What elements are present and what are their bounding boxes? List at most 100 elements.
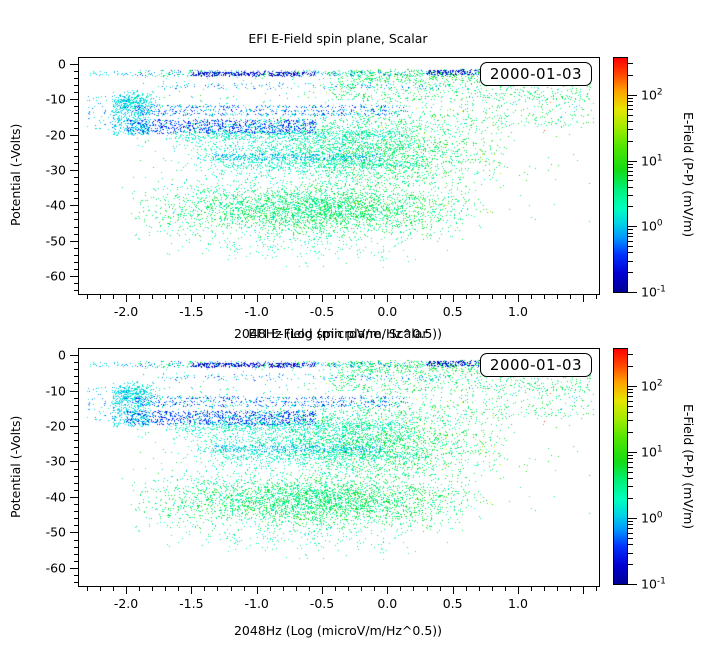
x-minor-tick [478,295,480,299]
colorbar-minor-tick [628,420,633,422]
y-tick-label: -50 [45,233,66,249]
y-minor-tick [74,226,78,228]
y-minor-tick [74,78,78,80]
panel1-plot-area [78,57,600,295]
colorbar-minor-tick [628,498,633,500]
colorbar-minor-tick [628,537,633,539]
panel1-scatter-canvas [79,58,599,294]
y-minor-tick [74,113,78,115]
panel2-date-badge: 2000-01-03 [480,353,592,377]
x-minor-tick [178,587,180,591]
x-minor-tick [426,587,428,591]
y-major-tick [70,461,78,463]
x-minor-tick [400,587,402,591]
x-minor-tick [243,587,245,591]
x-minor-tick [139,295,141,299]
colorbar-tick-label: 100 [641,510,663,526]
y-tick-label: -10 [45,383,66,398]
x-minor-tick [269,587,271,591]
x-major-tick [517,295,519,302]
colorbar-major-tick [628,517,637,519]
colorbar-minor-tick [628,97,633,99]
colorbar-tick-label: 101 [641,444,663,460]
x-major-tick [191,587,193,594]
x-minor-tick [596,295,598,299]
panel1-colorbar [613,57,628,293]
y-minor-tick [74,290,78,292]
colorbar-minor-tick [628,232,633,234]
colorbar-minor-tick [628,564,633,566]
x-minor-tick [204,587,206,591]
x-major-tick [452,295,454,302]
colorbar-minor-tick [628,109,633,111]
x-minor-tick [504,587,506,591]
y-minor-tick [74,482,78,484]
y-minor-tick [74,71,78,73]
y-major-tick [70,134,78,136]
colorbar-minor-tick [628,186,633,188]
x-minor-tick [439,295,441,299]
x-major-tick [256,295,258,302]
colorbar-minor-tick [628,104,633,106]
x-minor-tick [439,587,441,591]
x-major-tick [322,587,323,594]
y-minor-tick [74,433,78,435]
colorbar-exponent: -1 [656,284,666,295]
x-minor-tick [413,295,415,299]
colorbar-minor-tick [628,392,633,394]
y-minor-tick [74,454,78,456]
colorbar-minor-tick [628,366,633,368]
x-tick-label: 0.5 [442,304,463,319]
x-tick-label: -1.0 [244,596,269,611]
y-minor-tick [74,383,78,385]
y-tick-label: -30 [45,453,66,469]
colorbar-minor-tick [628,552,633,554]
x-minor-tick [557,587,559,591]
y-minor-tick [74,397,78,399]
x-minor-tick [295,587,297,591]
colorbar-exponent: 0 [656,510,663,521]
colorbar-major-tick [628,160,637,162]
x-minor-tick [544,295,546,299]
y-major-tick [70,240,78,242]
x-minor-tick [570,295,572,299]
y-minor-tick [74,198,78,200]
colorbar-minor-tick [628,396,633,398]
x-tick-label: 0.0 [377,596,398,611]
colorbar-minor-tick [628,170,633,172]
y-minor-tick [74,247,78,249]
colorbar-tick-label: 102 [641,378,663,394]
colorbar-minor-tick [628,486,633,488]
x-minor-tick [217,587,219,591]
y-major-tick [70,532,78,534]
y-tick-label: -60 [45,268,66,284]
y-tick-label: -20 [45,127,66,143]
colorbar-minor-tick [628,175,633,177]
x-major-tick [191,295,193,302]
panel1-date-badge: 2000-01-03 [480,62,592,86]
x-minor-tick [531,295,533,299]
y-minor-tick [74,553,78,555]
y-minor-tick [74,120,78,122]
y-minor-tick [74,106,78,108]
x-minor-tick [243,295,245,299]
colorbar-minor-tick [628,471,633,473]
colorbar-minor-tick [628,63,633,65]
colorbar-minor-tick [628,120,633,122]
colorbar-minor-tick [628,524,633,526]
x-minor-tick [152,587,154,591]
y-minor-tick [74,369,78,371]
y-major-tick [70,567,78,569]
y-tick-label: -20 [45,418,66,434]
colorbar-minor-tick [628,528,633,530]
y-tick-label: -60 [45,560,66,576]
y-major-tick [70,425,78,427]
x-minor-tick [269,295,271,299]
x-major-tick [126,295,128,302]
y-minor-tick [74,141,78,143]
y-minor-tick [74,440,78,442]
colorbar-minor-tick [628,163,633,165]
x-tick-label: 0.0 [377,304,398,319]
colorbar-exponent: 1 [656,152,663,163]
y-minor-tick [74,212,78,214]
